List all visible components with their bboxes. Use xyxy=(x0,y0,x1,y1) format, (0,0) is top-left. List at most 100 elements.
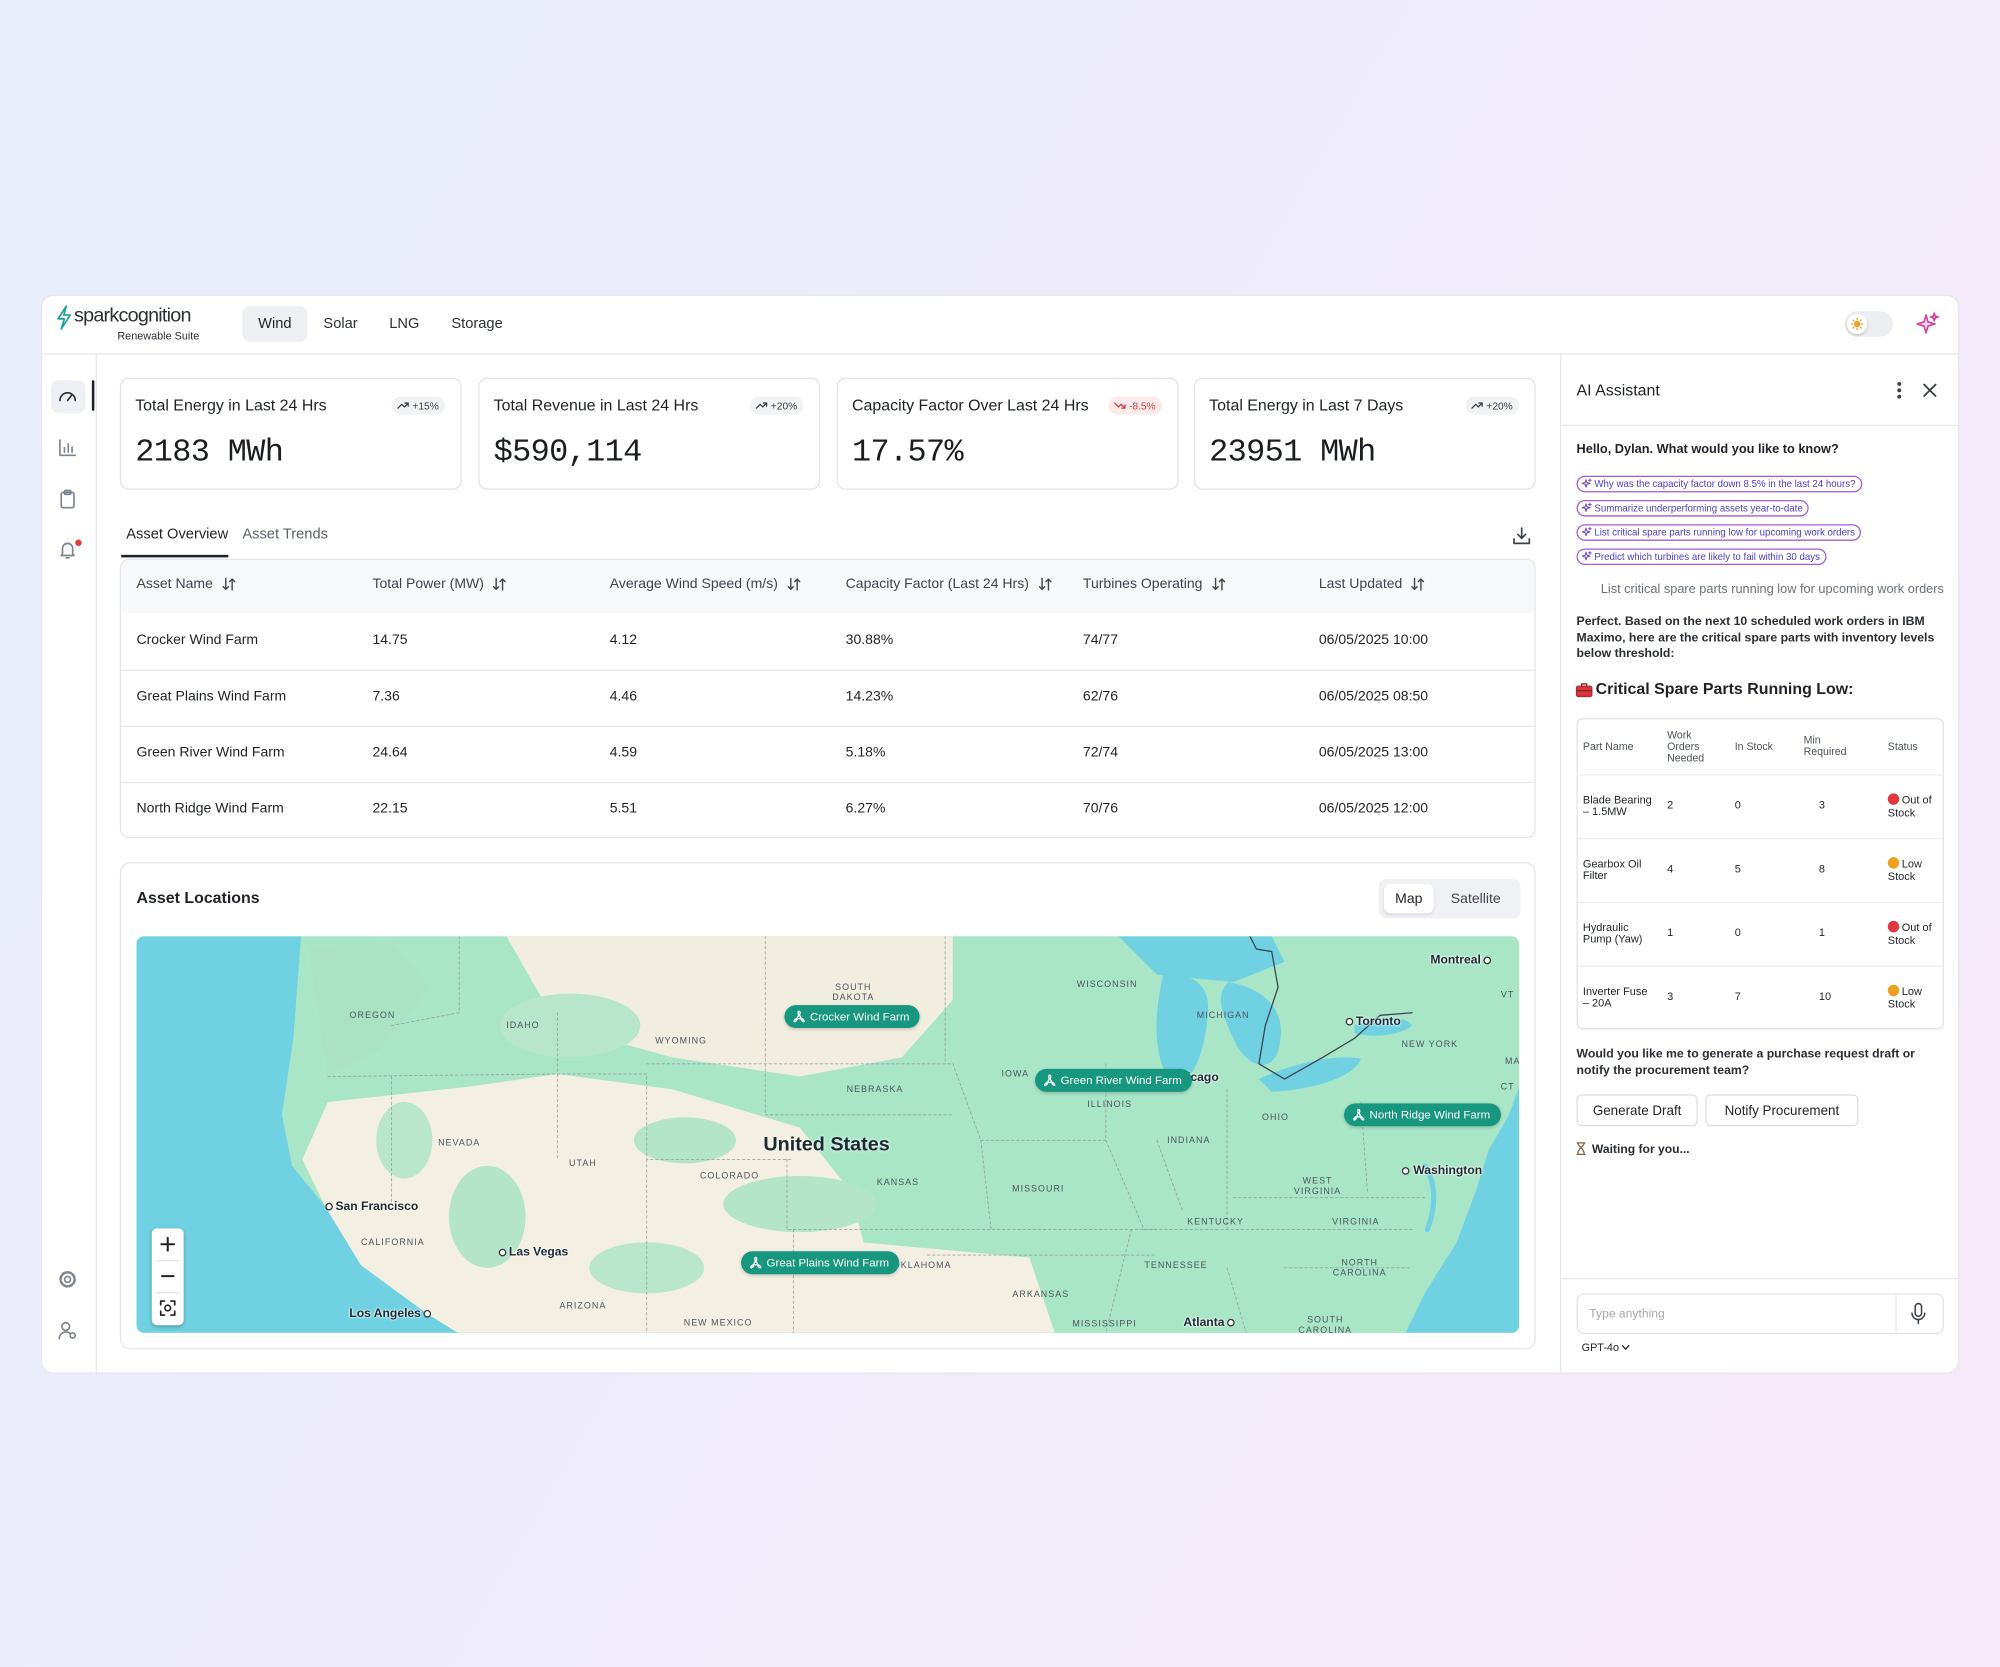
assistant-menu[interactable] xyxy=(1892,380,1907,400)
divider xyxy=(95,353,97,1374)
site-marker[interactable]: Green River Wind Farm xyxy=(1035,1068,1192,1092)
icon-shape xyxy=(222,586,229,590)
action-button[interactable]: Notify Procurement xyxy=(1705,1094,1859,1127)
sort-icon xyxy=(1411,577,1425,591)
divider xyxy=(1577,965,1943,967)
nav-dashboard[interactable] xyxy=(57,386,77,406)
icon-shape xyxy=(159,1300,166,1306)
suggestion-chip[interactable]: Why was the capacity factor down 8.5% in… xyxy=(1576,475,1862,492)
icon-shape xyxy=(763,402,768,407)
waiting-status: Waiting for you... xyxy=(1591,1142,1690,1157)
icon-shape xyxy=(799,1016,805,1022)
site-marker[interactable]: Great Plains Wind Farm xyxy=(741,1251,900,1275)
download-button[interactable] xyxy=(1511,526,1531,546)
icon-shape xyxy=(1405,1086,1520,1333)
brand-name: sparkcognition xyxy=(73,304,192,327)
icon-shape xyxy=(136,936,458,1333)
icon-shape xyxy=(1226,1267,1247,1333)
site-marker-label: Crocker Wind Farm xyxy=(809,1010,910,1023)
status-cell: Out of Stock xyxy=(1887,774,1942,838)
microphone-button[interactable] xyxy=(1909,1302,1927,1325)
column-header[interactable]: Total Power (MW) xyxy=(372,576,507,592)
suggestion-chip[interactable]: Summarize underperforming assets year-to… xyxy=(1576,499,1810,516)
action-button[interactable]: Generate Draft xyxy=(1576,1094,1698,1127)
map-view[interactable]: MINNESOTA SOUTH DAKOTA OREGON IDAHO WYOMING W… xyxy=(136,936,1520,1333)
column-header[interactable]: Asset Name xyxy=(136,577,236,592)
active-tab-underline xyxy=(121,554,229,558)
site-marker-label: Great Plains Wind Farm xyxy=(766,1256,890,1270)
suggestion-chip[interactable]: List critical spare parts running low fo… xyxy=(1576,523,1862,541)
nav-tab[interactable]: Storage xyxy=(451,316,503,332)
view-tab[interactable]: Asset Trends xyxy=(242,526,328,543)
icon-shape xyxy=(1897,388,1902,393)
icon-shape xyxy=(63,1275,72,1284)
icon-shape xyxy=(754,1256,758,1262)
column-header-label: Total Power (MW) xyxy=(372,576,484,592)
ai-sparkle-button[interactable] xyxy=(1915,311,1941,337)
model-selector[interactable]: GPT-4o xyxy=(1582,1341,1631,1353)
nav-tab[interactable]: LNG xyxy=(389,316,420,332)
kpi-value: 17.57% xyxy=(852,433,964,471)
column-header-label: Capacity Factor (Last 24 Hrs) xyxy=(845,576,1029,592)
map-view-option[interactable]: Map xyxy=(1383,883,1434,914)
map-region-label: MA xyxy=(1505,1057,1520,1067)
parts-cell: 3 xyxy=(1667,990,1674,1003)
table-cell: 06/05/2025 12:00 xyxy=(1318,801,1429,817)
site-marker[interactable]: Crocker Wind Farm xyxy=(784,1005,920,1029)
icon-shape xyxy=(1517,533,1527,540)
icon-shape xyxy=(723,1176,877,1233)
map-region-label: ILLINOIS xyxy=(1087,1100,1133,1110)
view-tab[interactable]: Asset Overview xyxy=(126,526,229,543)
kpi-title: Total Revenue in Last 24 Hrs xyxy=(493,396,699,415)
icon-shape xyxy=(61,1321,71,1332)
hourglass-icon xyxy=(1576,1142,1586,1155)
column-header[interactable]: Average Wind Speed (m/s) xyxy=(610,577,801,592)
zoom-controls xyxy=(151,1228,184,1326)
nav-account[interactable] xyxy=(57,1320,77,1340)
nav-settings[interactable] xyxy=(57,1269,77,1289)
recenter[interactable] xyxy=(159,1300,176,1317)
suggestion-chip[interactable]: Predict which turbines are likely to fai… xyxy=(1576,547,1827,565)
nav-active-bg xyxy=(51,380,86,414)
nav-alerts[interactable] xyxy=(57,540,77,560)
table-cell: 06/05/2025 08:50 xyxy=(1318,688,1429,705)
parts-column-header: Min Required xyxy=(1803,733,1847,758)
zoom-in[interactable] xyxy=(159,1236,176,1253)
suggestion-text: Summarize underperforming assets year-to… xyxy=(1594,501,1803,514)
table-cell: 24.64 xyxy=(372,744,408,761)
nav-work-orders[interactable] xyxy=(57,489,77,509)
column-header-label: Average Wind Speed (m/s) xyxy=(609,576,778,592)
icon-shape xyxy=(1249,936,1413,1080)
trend-arrow xyxy=(1471,402,1484,409)
icon-shape xyxy=(1422,1163,1437,1233)
map-view-option[interactable]: Satellite xyxy=(1450,890,1501,907)
column-header-label: Turbines Operating xyxy=(1082,576,1203,592)
map-region-label: KANSAS xyxy=(876,1178,920,1188)
icon-shape xyxy=(327,1073,558,1077)
icon-shape xyxy=(164,1304,172,1312)
nav-analytics[interactable] xyxy=(57,437,77,457)
icon-shape xyxy=(1418,578,1425,583)
assistant-close[interactable] xyxy=(1922,383,1937,398)
nav-active-indicator xyxy=(91,380,95,411)
site-marker[interactable]: North Ridge Wind Farm xyxy=(1344,1103,1501,1127)
column-header[interactable]: Capacity Factor (Last 24 Hrs) xyxy=(846,577,1052,592)
parts-column-header: Status xyxy=(1887,739,1918,752)
divider xyxy=(1561,1278,1960,1280)
parts-cell: 1 xyxy=(1667,926,1674,940)
column-header[interactable]: Last Updated xyxy=(1319,577,1425,592)
nav-tab[interactable]: Wind xyxy=(242,306,308,342)
icon-shape xyxy=(1622,1344,1630,1350)
zoom-out[interactable] xyxy=(159,1268,176,1285)
chevron-down xyxy=(1622,1344,1630,1350)
theme-toggle[interactable] xyxy=(1844,311,1893,337)
icon-shape xyxy=(66,394,73,402)
column-header[interactable]: Turbines Operating xyxy=(1083,577,1226,592)
icon-shape xyxy=(1050,1080,1056,1086)
icon-shape xyxy=(391,936,460,1026)
nav-tab[interactable]: Solar xyxy=(323,316,358,332)
icon-shape xyxy=(1118,936,1285,983)
chat-input[interactable] xyxy=(1576,1293,1944,1335)
kpi-change-badge: +20% xyxy=(750,396,804,415)
icon-shape xyxy=(793,578,801,583)
